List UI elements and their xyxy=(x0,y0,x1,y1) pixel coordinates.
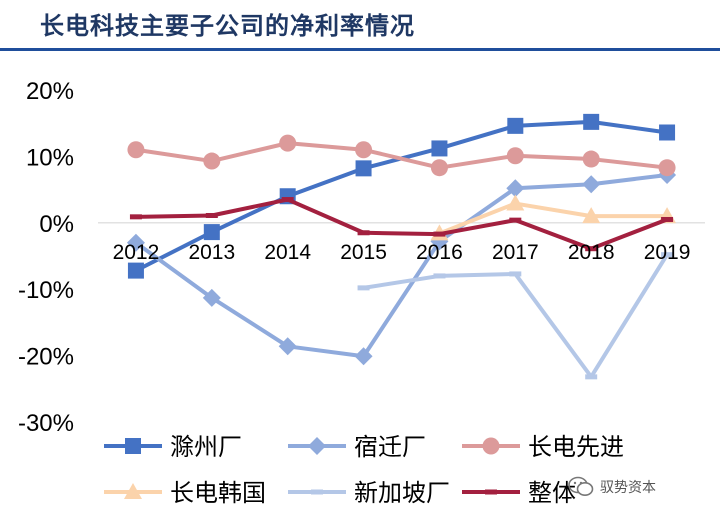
legend-label: 长电先进 xyxy=(528,433,624,461)
data-point xyxy=(509,217,522,223)
data-point xyxy=(430,159,448,177)
legend-item: 长电韩国 xyxy=(104,479,266,507)
x-tick-label: 2016 xyxy=(416,241,463,264)
data-point xyxy=(433,231,446,237)
x-tick-label: 2014 xyxy=(264,241,311,264)
legend-item: 整体 xyxy=(462,479,576,507)
data-point xyxy=(582,207,601,224)
data-point xyxy=(279,134,297,152)
data-point xyxy=(281,197,294,203)
wechat-icon xyxy=(568,476,594,496)
data-point xyxy=(357,230,370,236)
data-point xyxy=(124,483,142,499)
data-point xyxy=(433,273,446,279)
legend-item: 宿迁厂 xyxy=(288,433,426,461)
data-point xyxy=(125,438,141,454)
x-tick-label: 2017 xyxy=(492,241,539,264)
data-point xyxy=(658,159,676,177)
series-line xyxy=(135,197,668,251)
data-point xyxy=(482,437,500,455)
watermark-text: 驭势资本 xyxy=(600,480,656,496)
data-point xyxy=(585,246,598,252)
x-tick-label: 2019 xyxy=(644,241,691,264)
y-tick-label: 0% xyxy=(39,211,74,238)
x-tick-label: 2012 xyxy=(113,241,160,264)
data-point xyxy=(506,179,525,198)
series-line xyxy=(135,141,668,170)
chart-title: 长电科技主要子公司的净利率情况 xyxy=(40,12,415,40)
data-point xyxy=(431,140,448,157)
data-point xyxy=(355,160,372,177)
legend-label: 整体 xyxy=(528,479,576,507)
y-tick-label: -20% xyxy=(18,344,74,371)
data-point xyxy=(203,152,221,170)
data-point xyxy=(127,141,145,159)
data-point xyxy=(509,271,522,277)
data-point xyxy=(582,175,601,194)
data-point xyxy=(485,489,497,495)
data-point xyxy=(659,124,676,141)
series-line xyxy=(438,201,668,236)
data-point xyxy=(308,437,326,455)
series-group xyxy=(357,252,674,380)
legend-item: 滁州厂 xyxy=(104,433,242,461)
data-point xyxy=(506,147,524,165)
y-tick-label: -10% xyxy=(18,277,74,304)
y-tick-label: -30% xyxy=(18,410,74,437)
legend-label: 新加坡厂 xyxy=(354,479,450,507)
x-axis-ticks: 2012 2013 2014 2015 2016 2017 2018 2019 xyxy=(113,241,691,264)
series-group xyxy=(127,134,676,177)
data-point xyxy=(203,224,220,241)
legend-label: 宿迁厂 xyxy=(354,433,426,461)
data-point xyxy=(661,216,674,222)
legend-label: 滁州厂 xyxy=(170,433,242,461)
data-point xyxy=(202,288,221,307)
data-point xyxy=(205,212,218,218)
series-group xyxy=(126,165,677,366)
data-point xyxy=(583,113,600,130)
data-point xyxy=(127,262,144,279)
data-point xyxy=(354,347,373,366)
watermark: 驭势资本 xyxy=(568,476,656,498)
series-group xyxy=(129,197,674,252)
y-tick-label: 10% xyxy=(26,144,74,171)
legend-item: 新加坡厂 xyxy=(288,479,450,507)
data-point xyxy=(661,252,674,258)
legend-item: 长电先进 xyxy=(462,433,624,461)
data-point xyxy=(311,489,323,495)
y-axis-ticks: 20% 10% 0% -10% -20% -30% xyxy=(18,78,74,437)
data-point xyxy=(129,214,142,220)
x-tick-label: 2018 xyxy=(568,241,615,264)
data-point xyxy=(585,374,598,380)
data-point xyxy=(582,150,600,168)
x-tick-label: 2015 xyxy=(340,241,387,264)
series-lines xyxy=(126,113,677,380)
data-point xyxy=(278,337,297,356)
x-tick-label: 2013 xyxy=(188,241,235,264)
data-point xyxy=(506,194,525,211)
data-point xyxy=(357,285,370,291)
y-tick-label: 20% xyxy=(26,78,74,105)
data-point xyxy=(507,117,524,134)
title-divider xyxy=(0,48,720,51)
data-point xyxy=(126,233,145,252)
legend-label: 长电韩国 xyxy=(170,479,266,507)
data-point xyxy=(355,141,373,159)
series-line xyxy=(134,173,668,359)
